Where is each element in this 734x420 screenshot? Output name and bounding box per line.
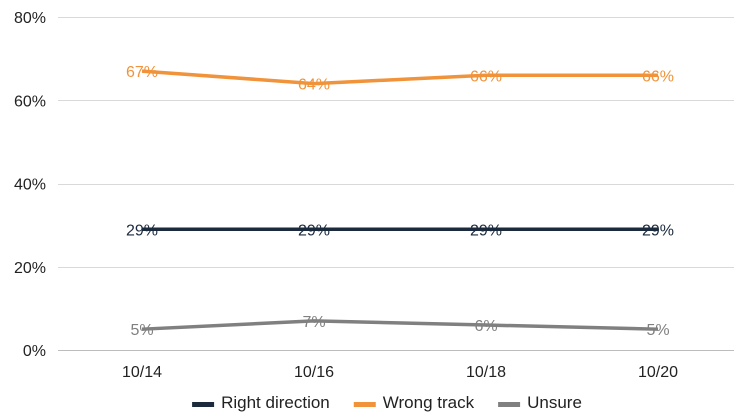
- y-axis-ticks: 0% 20% 40% 60% 80%: [14, 10, 46, 360]
- y-tick-label: 60%: [14, 93, 46, 110]
- data-label-right-direction: 29%: [642, 222, 674, 239]
- legend-item: Wrong track: [354, 393, 475, 412]
- data-label-wrong-track: 66%: [470, 68, 502, 85]
- data-label-wrong-track: 64%: [298, 77, 330, 94]
- data-labels: 29% 29% 29% 29% 67% 64% 66% 66% 5% 7% 6% 5%: [126, 64, 674, 339]
- x-tick-label: 10/20: [638, 364, 678, 381]
- legend-swatch: [192, 402, 214, 407]
- x-axis-ticks: 10/14 10/16 10/18 10/20: [122, 364, 678, 381]
- y-tick-label: 80%: [14, 10, 46, 27]
- data-label-right-direction: 29%: [298, 222, 330, 239]
- x-tick-label: 10/16: [294, 364, 334, 381]
- y-tick-label: 20%: [14, 260, 46, 277]
- y-tick-label: 0%: [23, 343, 46, 360]
- data-label-right-direction: 29%: [126, 222, 158, 239]
- legend-label: Unsure: [527, 393, 582, 412]
- y-tick-label: 40%: [14, 177, 46, 194]
- data-label-wrong-track: 67%: [126, 64, 158, 81]
- x-tick-label: 10/14: [122, 364, 162, 381]
- legend: Right direction Wrong track Unsure: [192, 393, 582, 412]
- legend-item: Right direction: [192, 393, 330, 412]
- data-label-unsure: 5%: [130, 322, 153, 339]
- series-lines: [142, 71, 658, 329]
- data-label-wrong-track: 66%: [642, 68, 674, 85]
- legend-label: Right direction: [221, 393, 330, 412]
- legend-swatch: [498, 402, 520, 407]
- series-line-wrong-track: [142, 71, 658, 83]
- data-label-unsure: 6%: [474, 318, 497, 335]
- data-label-right-direction: 29%: [470, 222, 502, 239]
- data-label-unsure: 7%: [302, 314, 325, 331]
- legend-label: Wrong track: [383, 393, 475, 412]
- x-tick-label: 10/18: [466, 364, 506, 381]
- data-label-unsure: 5%: [646, 322, 669, 339]
- legend-item: Unsure: [498, 393, 582, 412]
- legend-swatch: [354, 402, 376, 407]
- gridlines: [58, 18, 734, 351]
- series-line-unsure: [142, 321, 658, 329]
